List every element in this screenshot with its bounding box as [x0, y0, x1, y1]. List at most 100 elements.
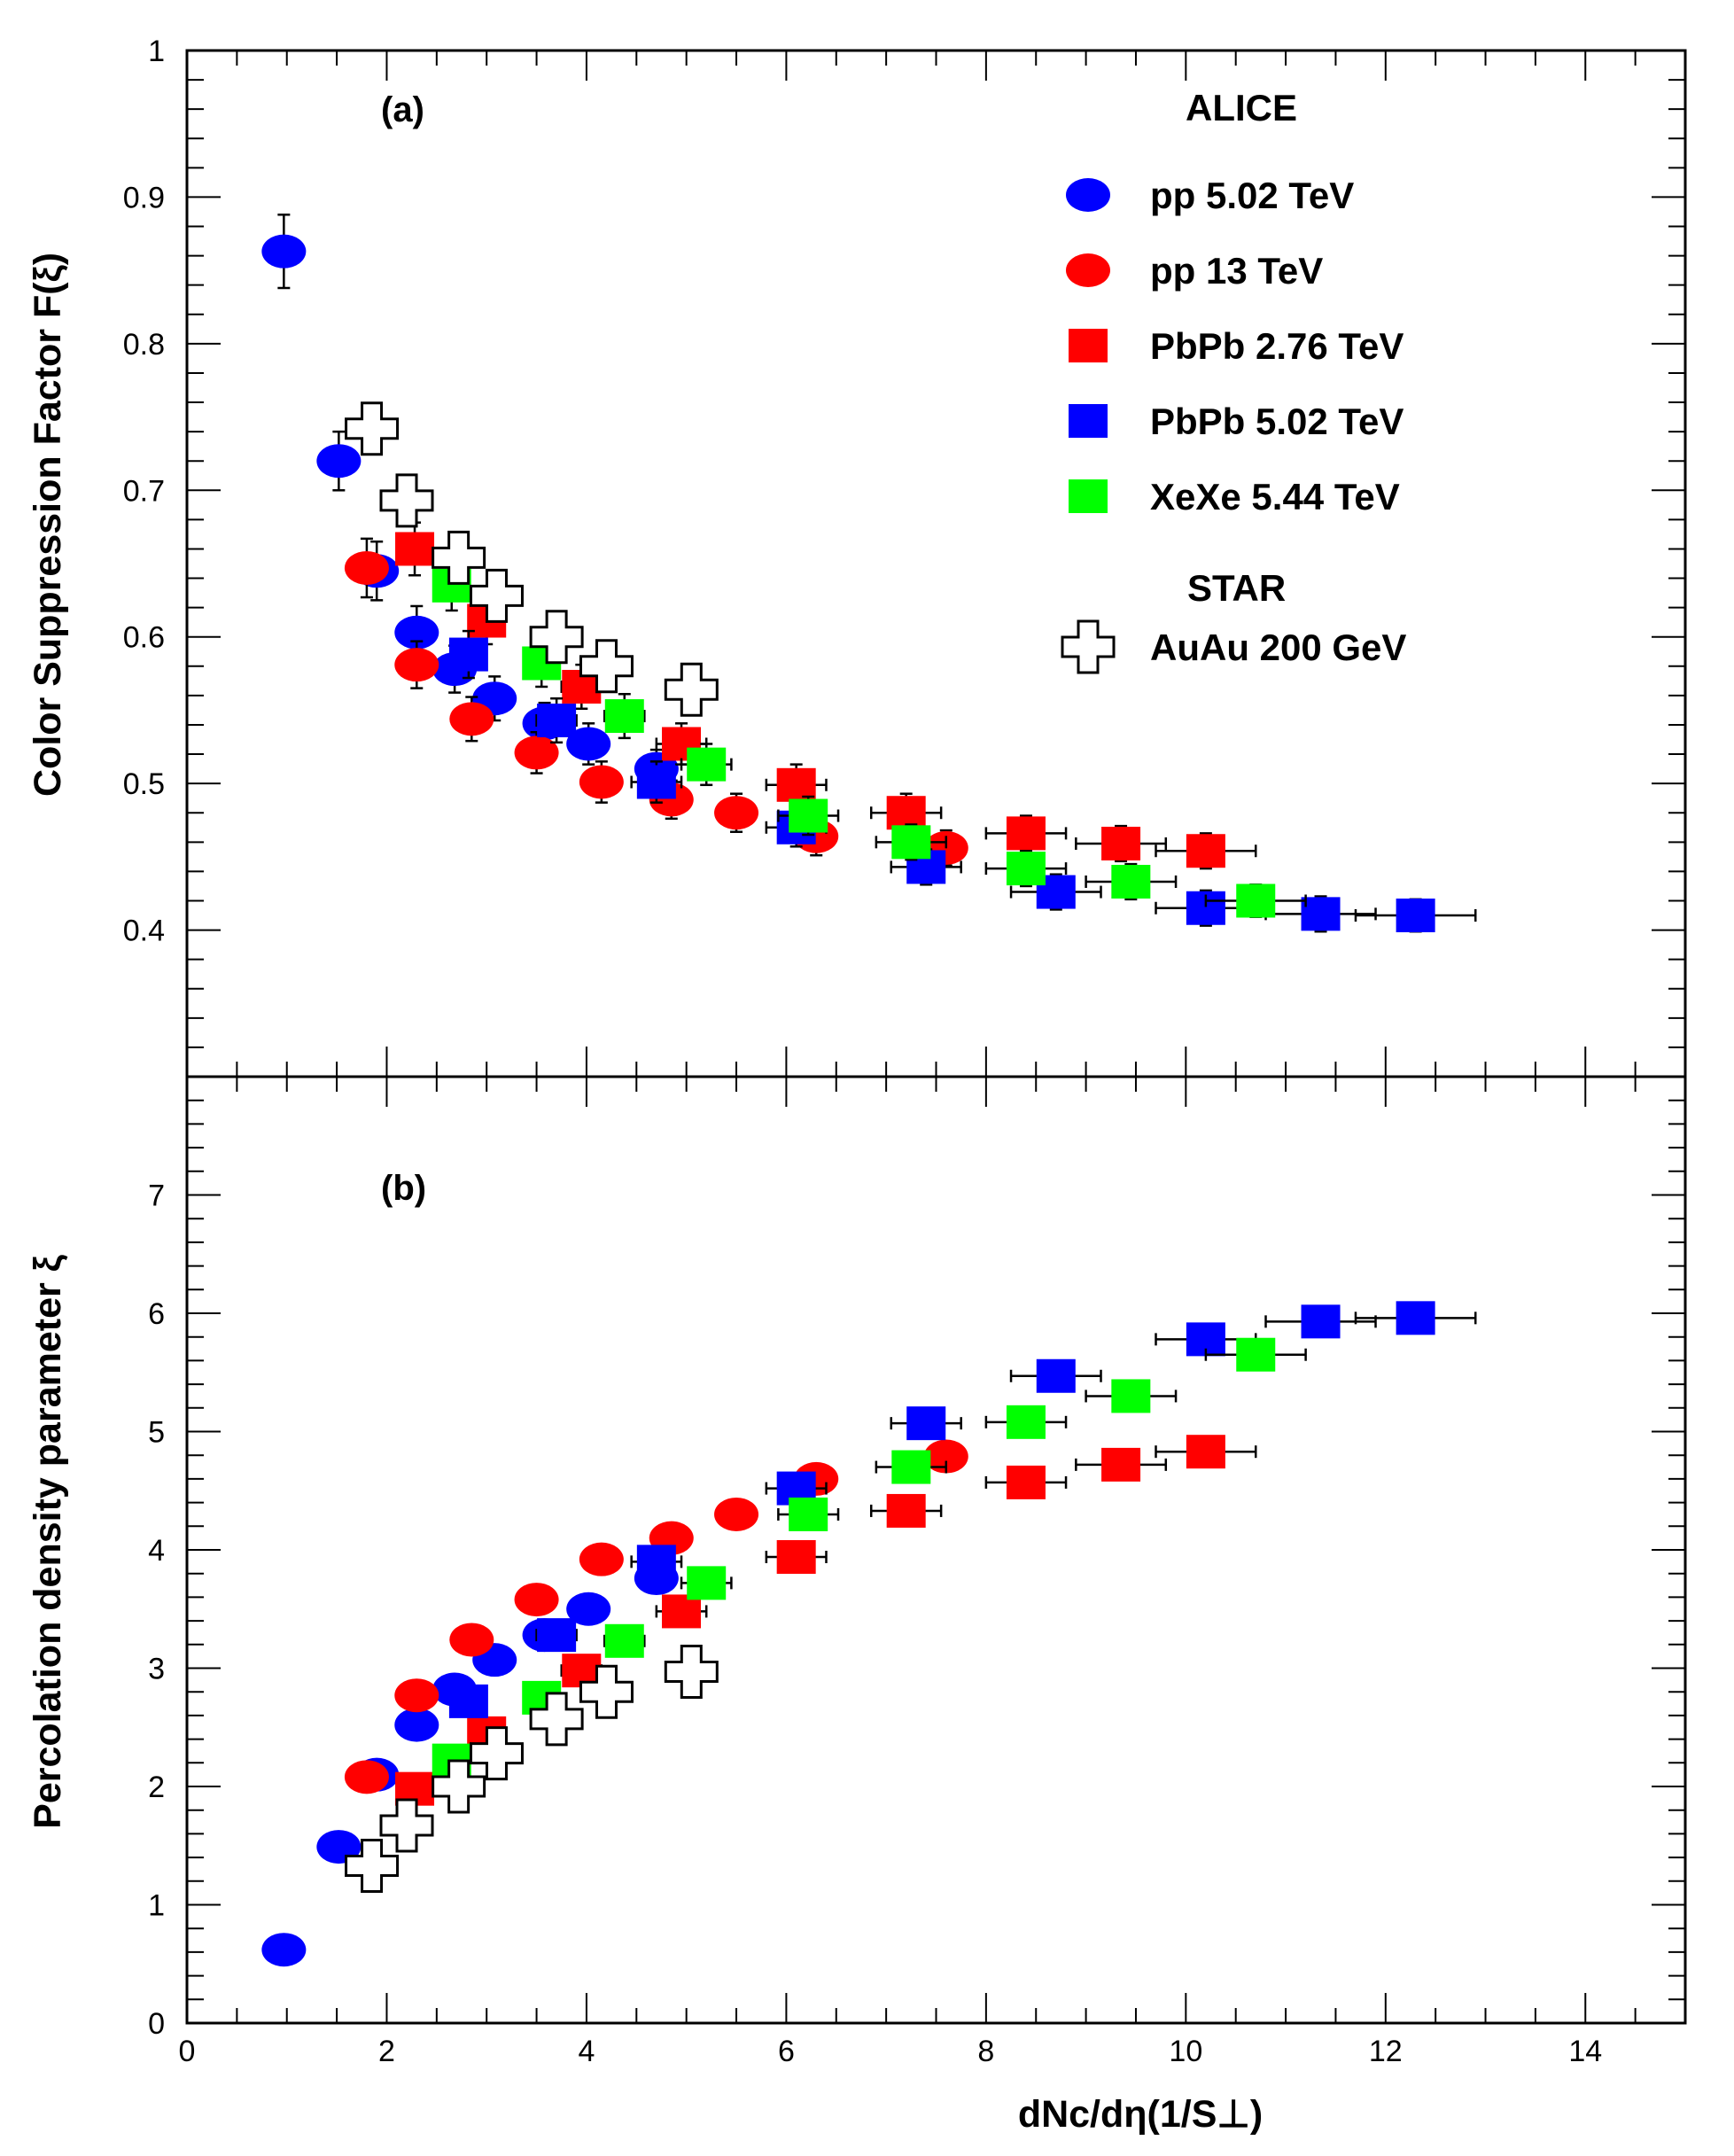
- auau-200-gev-point: [664, 662, 719, 717]
- x-tick-label: 12: [1369, 2035, 1403, 2068]
- x-tick-label: 0: [179, 2035, 196, 2068]
- xexe-5-44-tev-point: [604, 1623, 644, 1658]
- pp-13-tev-point: [344, 550, 389, 585]
- y-tick-label: 1: [148, 35, 165, 68]
- legend-marker-pbpb-5-02-tev: [1069, 404, 1108, 438]
- panel-b-ylabel: Percolation density parameter ξ: [27, 1254, 69, 1828]
- pp-13-tev-point: [923, 1439, 968, 1474]
- xexe-5-44-tev-point: [789, 1497, 828, 1531]
- pp-5-02-tev-point: [316, 444, 362, 479]
- auau-200-gev-point: [469, 1726, 524, 1781]
- pbpb-5-02-tev-point: [636, 1545, 676, 1579]
- pbpb-5-02-tev-point: [537, 1618, 577, 1653]
- pbpb-5-02-tev-point: [448, 637, 488, 672]
- auau-200-gev-point: [579, 639, 634, 694]
- pbpb-2-76-tev-point: [1006, 1465, 1046, 1499]
- y-tick-label: 0.8: [123, 328, 165, 362]
- pbpb-5-02-tev-point: [906, 1406, 946, 1441]
- pp-5-02-tev-point: [566, 727, 611, 761]
- y-tick-label: 4: [148, 1534, 165, 1568]
- legend-marker-auau-200-gev: [1061, 619, 1116, 674]
- x-tick-label: 2: [378, 2035, 395, 2068]
- y-tick-label: 0: [148, 2007, 165, 2041]
- xexe-5-44-tev-point: [1006, 1405, 1046, 1439]
- y-tick-label: 1: [148, 1889, 165, 1923]
- pbpb-5-02-tev-point: [1301, 897, 1341, 931]
- auau-200-gev-point: [529, 1692, 584, 1747]
- panel-a-ytick-labels: 0.4 0.5 0.6 0.7 0.8 0.9 1: [123, 35, 165, 948]
- y-tick-label: 2: [148, 1771, 165, 1804]
- legend-label-pp-13-tev: pp 13 TeV: [1150, 250, 1323, 292]
- legend-marker-pp-5-02-tev: [1066, 178, 1110, 212]
- x-tick-label: 10: [1169, 2035, 1202, 2068]
- legend-label-pbpb-2-76-tev: PbPb 2.76 TeV: [1150, 325, 1404, 367]
- legend-marker-pp-13-tev: [1066, 253, 1110, 287]
- pp-13-tev-point: [514, 736, 559, 770]
- pp-13-tev-point: [449, 702, 494, 736]
- panel-b-marks: [261, 1301, 1477, 1967]
- auau-200-gev-point: [432, 530, 486, 585]
- xexe-5-44-tev-point: [604, 699, 644, 734]
- legend: ALICE pp 5.02 TeV pp 13 TeV PbPb 2.76 TeV P…: [1061, 87, 1406, 674]
- pbpb-2-76-tev-point: [886, 1493, 926, 1528]
- y-tick-label: 5: [148, 1416, 165, 1450]
- pp-13-tev-point: [344, 1760, 389, 1794]
- pbpb-5-02-tev-point: [1036, 1358, 1076, 1393]
- auau-200-gev-point: [579, 1664, 634, 1719]
- panel-a-ylabel: Color Suppression Factor F(ξ): [27, 253, 69, 797]
- panel-a-tag: (a): [381, 90, 424, 129]
- auau-200-gev-point: [529, 610, 584, 665]
- y-tick-label: 0.4: [123, 915, 165, 948]
- auau-200-gev-point: [379, 473, 434, 528]
- pp-13-tev-point: [714, 796, 759, 830]
- legend-marker-xexe-5-44-tev: [1069, 479, 1108, 513]
- panel-a: 0.4 0.5 0.6 0.7 0.8 0.9 1 (a) Color Suppressio…: [27, 35, 1687, 1078]
- x-tick-label: 6: [778, 2035, 795, 2068]
- pbpb-2-76-tev-point: [662, 1594, 702, 1629]
- panel-b-tag: (b): [381, 1169, 426, 1208]
- legend-label-pp-5-02-tev: pp 5.02 TeV: [1150, 175, 1354, 216]
- xexe-5-44-tev-point: [1006, 852, 1046, 886]
- x-tick-labels: 0 2 4 6 8 10 12 14: [179, 2035, 1603, 2068]
- pp-13-tev-point: [579, 765, 624, 799]
- x-axis-title: dNc/dη(1/S⊥): [1018, 2093, 1263, 2136]
- pbpb-5-02-tev-point: [636, 765, 676, 799]
- legend-label-auau-200-gev: AuAu 200 GeV: [1150, 627, 1406, 668]
- legend-label-pbpb-5-02-tev: PbPb 5.02 TeV: [1150, 401, 1404, 442]
- pbpb-5-02-tev-point: [448, 1684, 488, 1718]
- pbpb-2-76-tev-point: [1006, 816, 1046, 851]
- pp-5-02-tev-point: [566, 1592, 611, 1626]
- pp-13-tev-point: [449, 1623, 494, 1657]
- pp-5-02-tev-point: [394, 1708, 439, 1742]
- xexe-5-44-tev-point: [891, 1450, 931, 1484]
- xexe-5-44-tev-point: [1111, 864, 1151, 899]
- auau-200-gev-point: [469, 568, 524, 623]
- pbpb-2-76-tev-point: [1186, 834, 1225, 868]
- pp-13-tev-point: [714, 1497, 759, 1531]
- auau-200-gev-point: [345, 401, 400, 456]
- xexe-5-44-tev-point: [1111, 1379, 1151, 1413]
- pp-13-tev-point: [579, 1542, 624, 1576]
- panel-a-marks: [261, 214, 1477, 933]
- pp-13-tev-point: [394, 1678, 439, 1713]
- auau-200-gev-point: [345, 1838, 400, 1893]
- y-tick-label: 0.9: [123, 181, 165, 214]
- y-tick-label: 7: [148, 1179, 165, 1213]
- xexe-5-44-tev-point: [789, 798, 828, 833]
- legend-marker-pbpb-2-76-tev: [1069, 329, 1108, 362]
- pbpb-2-76-tev-point: [395, 532, 435, 566]
- xexe-5-44-tev-point: [1236, 883, 1276, 918]
- pp-13-tev-point: [394, 648, 439, 682]
- xexe-5-44-tev-point: [687, 1566, 727, 1600]
- legend-title-star: STAR: [1187, 567, 1286, 609]
- y-tick-label: 0.7: [123, 474, 165, 508]
- panel-b-ytick-labels: 0 1 2 3 4 5 6 7: [148, 1179, 165, 2042]
- pbpb-2-76-tev-point: [1186, 1435, 1225, 1469]
- y-tick-label: 3: [148, 1653, 165, 1686]
- pp-5-02-tev-point: [394, 615, 439, 650]
- pp-13-tev-point: [514, 1583, 559, 1617]
- x-tick-label: 4: [578, 2035, 595, 2068]
- pbpb-2-76-tev-point: [1101, 1447, 1141, 1482]
- legend-title-alice: ALICE: [1186, 87, 1297, 128]
